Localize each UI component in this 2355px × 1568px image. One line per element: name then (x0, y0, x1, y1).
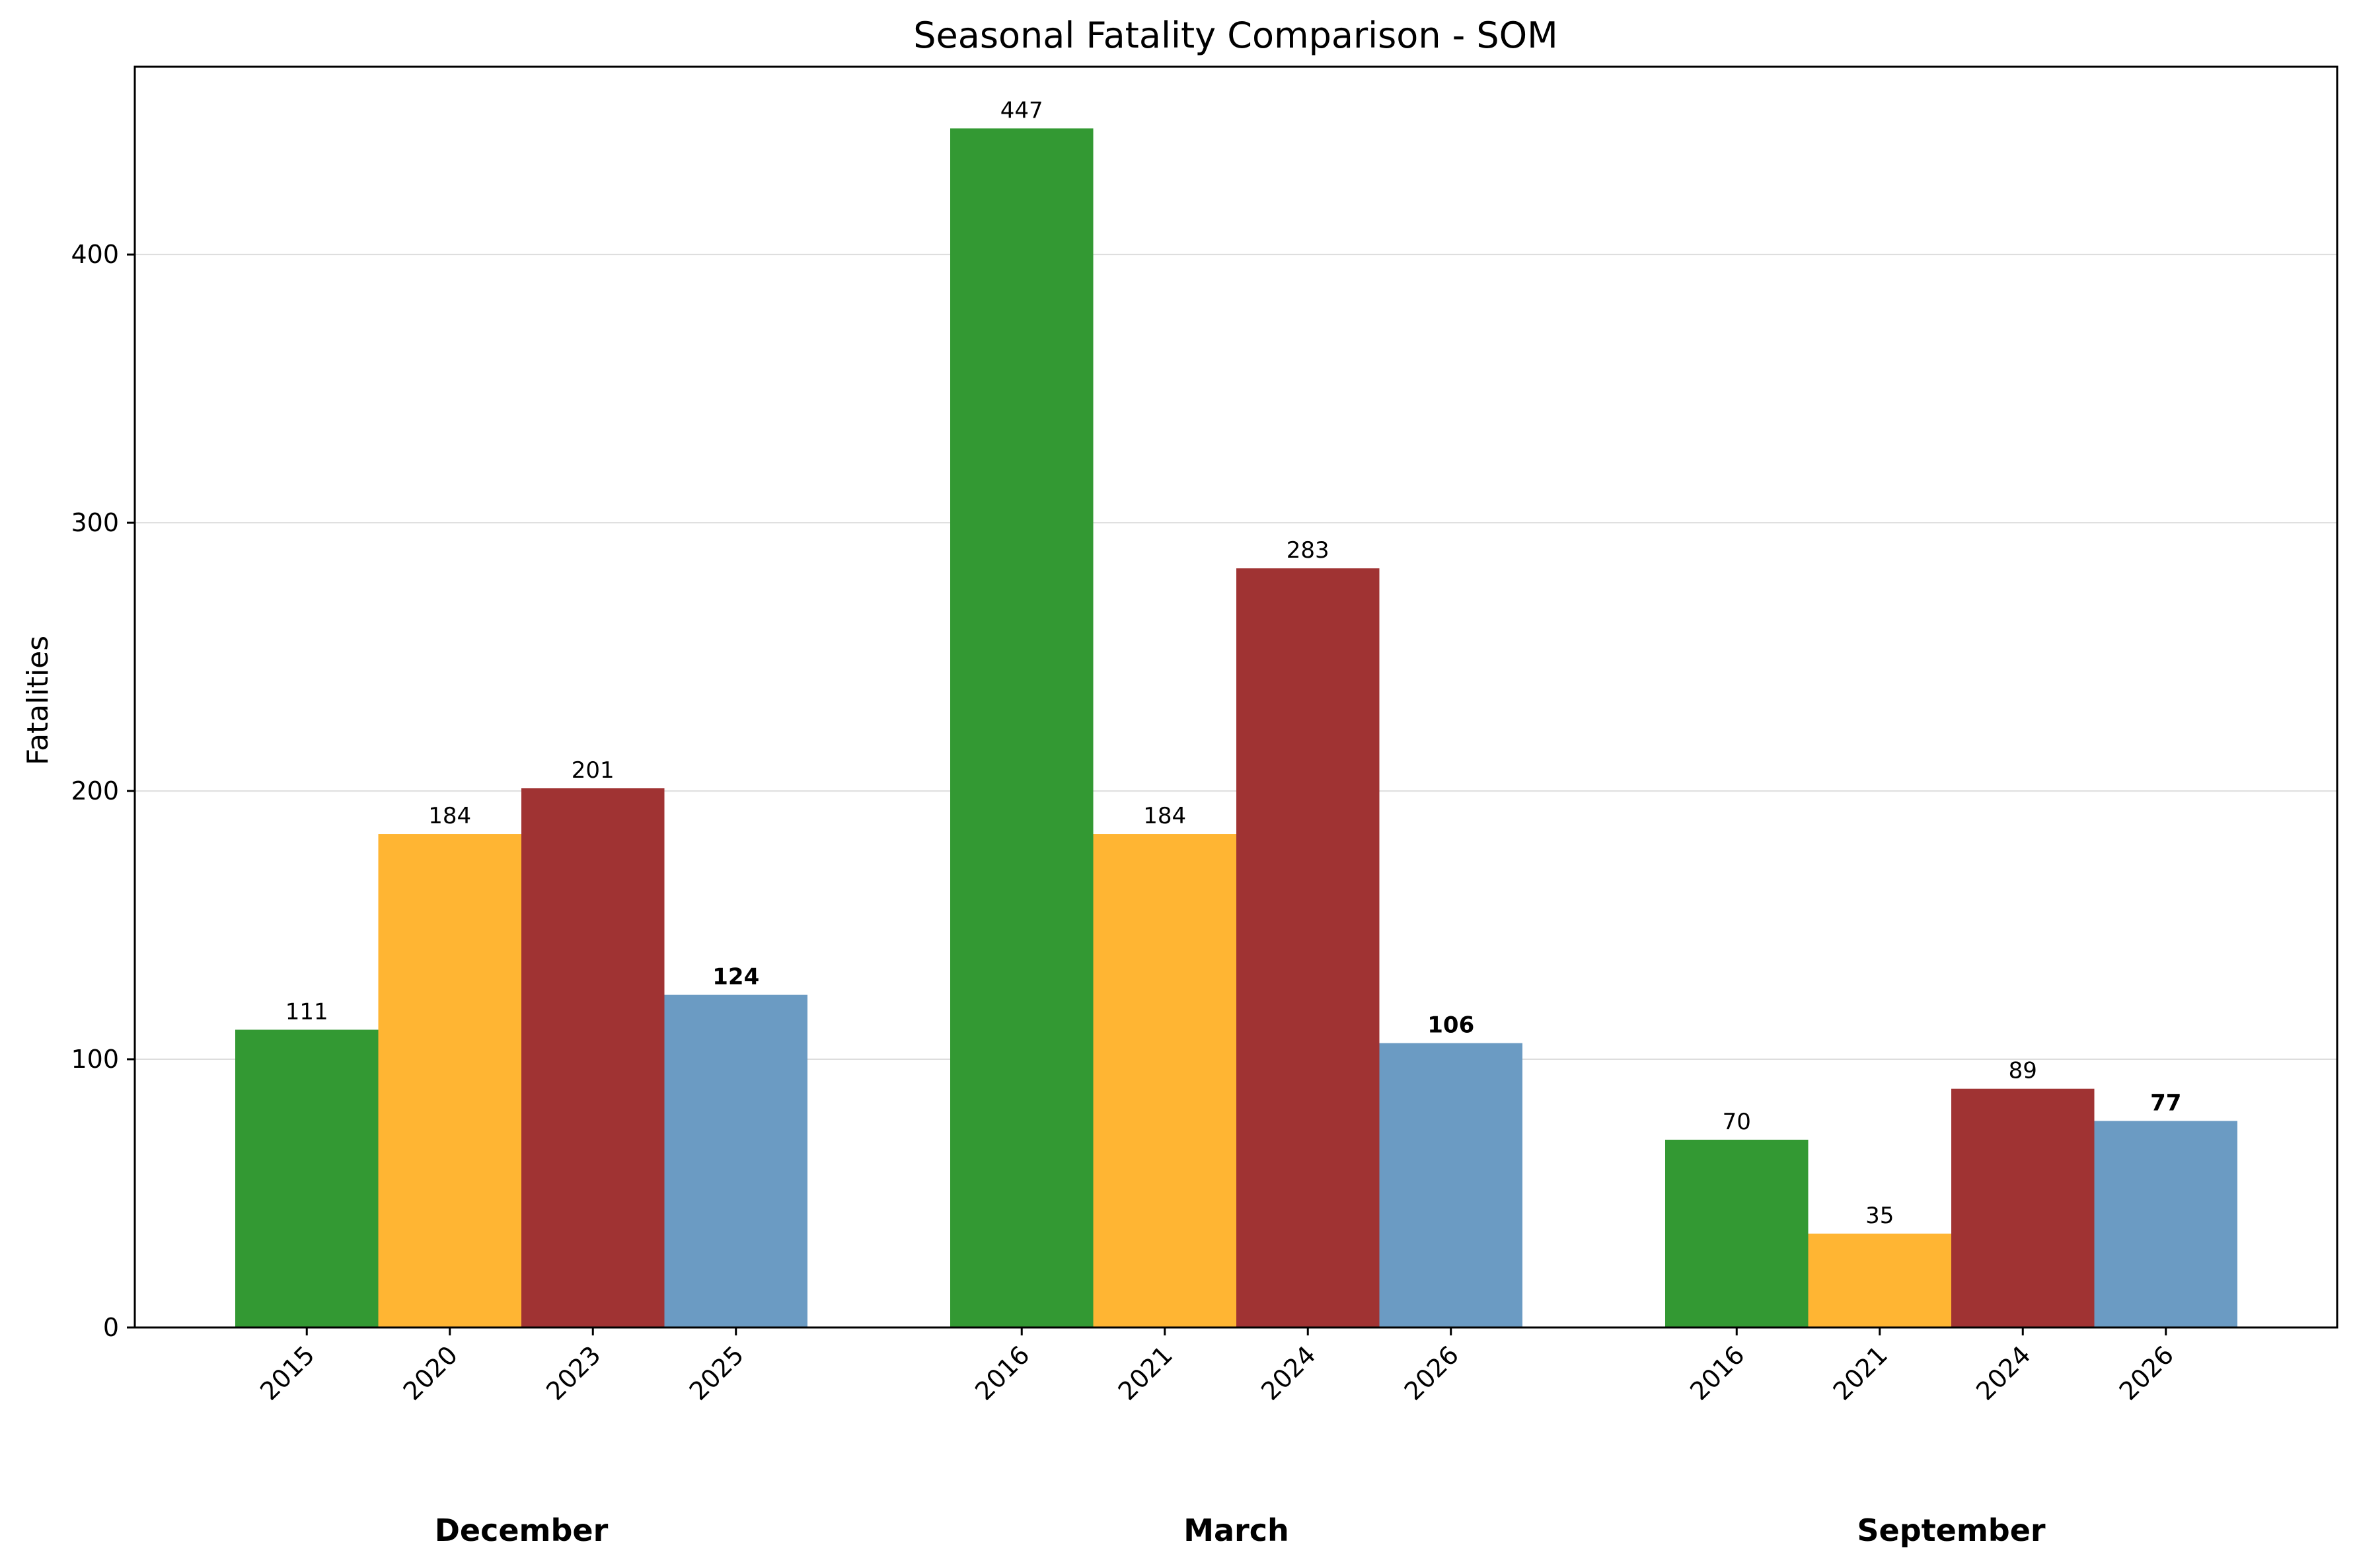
data-label: 70 (1723, 1109, 1751, 1135)
group-label-march: March (1183, 1512, 1289, 1548)
bar-march-2026 (1379, 1043, 1522, 1327)
data-label: 201 (572, 757, 615, 784)
bar-march-2024 (1236, 568, 1380, 1328)
bar-december-2023 (521, 788, 665, 1327)
plot-frame (133, 65, 2338, 1329)
bar-december-2015 (235, 1029, 379, 1327)
data-label: 89 (2009, 1058, 2037, 1084)
bar-september-2024 (1951, 1088, 2095, 1327)
y-tick-label: 100 (71, 1045, 119, 1074)
y-axis-label: Fatalities (21, 636, 55, 765)
bar-september-2016 (1665, 1139, 1809, 1327)
y-tick-label: 0 (103, 1313, 119, 1342)
bar-september-2026 (2094, 1121, 2237, 1327)
bar-march-2021 (1093, 834, 1236, 1327)
bar-september-2021 (1808, 1233, 1951, 1327)
bar-december-2025 (664, 994, 807, 1327)
y-tick-label: 400 (71, 240, 119, 269)
group-label-september: September (1857, 1512, 2046, 1548)
data-labels: 111 184 201 124 447 184 283 106 70 35 89 77 (285, 97, 2182, 1229)
bar-march-2016 (950, 128, 1094, 1327)
y-tick-label: 200 (71, 776, 119, 805)
data-label: 184 (428, 803, 471, 829)
data-label: 283 (1287, 537, 1329, 564)
data-label: 447 (1000, 97, 1043, 124)
y-axis: 0 100 200 300 400 (71, 240, 135, 1342)
data-label: 124 (712, 964, 759, 990)
data-label: 106 (1427, 1012, 1474, 1039)
data-label: 35 (1865, 1203, 1894, 1229)
data-label: 77 (2150, 1090, 2181, 1116)
data-label: 111 (285, 998, 328, 1025)
bar-december-2020 (378, 834, 521, 1327)
group-label-december: December (435, 1512, 609, 1548)
bars (235, 128, 2237, 1328)
y-tick-label: 300 (71, 508, 119, 537)
chart-title: Seasonal Fatality Comparison - SOM (913, 15, 1558, 56)
data-label: 184 (1143, 803, 1186, 829)
